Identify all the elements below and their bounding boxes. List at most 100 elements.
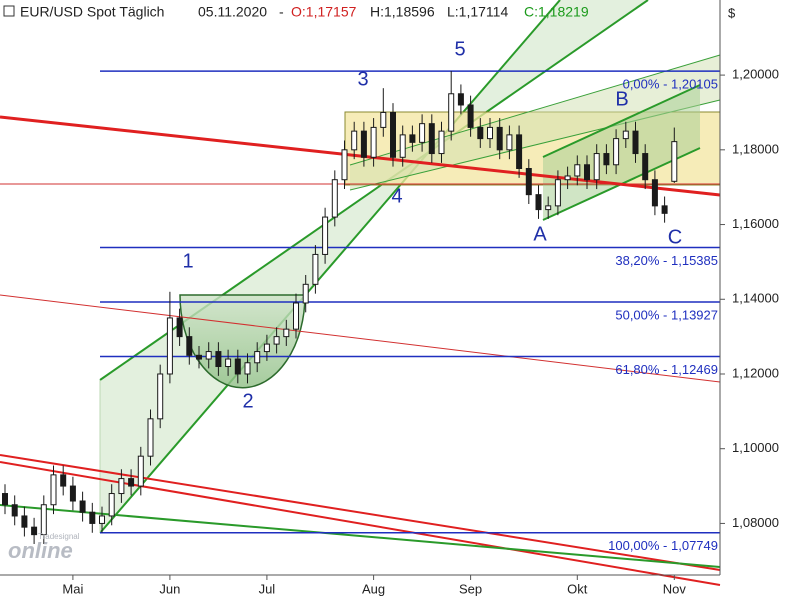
candle-body [622,130,629,140]
fib-label: 100,00% - 1,07749 [608,538,718,553]
candle-body [244,362,251,375]
trend-line [0,294,721,383]
trend-line [0,504,721,568]
drawings [0,0,721,586]
wave-label: 2 [242,390,253,412]
candle-body [89,511,96,524]
candle-body [302,283,309,304]
minor-channel [350,55,720,190]
candle-body [419,123,426,143]
candle-body [360,130,367,158]
candle-body [11,504,18,517]
candle-body [31,526,38,536]
trend-line [0,454,721,571]
chart-date: 05.11.2020 [198,4,267,20]
channel-line [99,0,561,534]
candle-body [283,328,290,338]
candle-body [438,130,445,155]
candle-body [535,194,542,211]
quote-open: O:1,17157 [291,4,357,20]
wave-labels: 1 2 3 4 5 A B C [182,38,682,412]
candle-body [331,179,338,218]
candle-body [128,478,135,487]
y-tick-label: 1,12000 [732,365,779,380]
candle-body [380,111,387,128]
wave-label: 3 [357,68,368,90]
candle-body [147,418,154,457]
candle-body [467,104,474,128]
fibonacci: 0,00% - 1,20105 38,20% - 1,15385 50,00% - … [100,70,720,553]
wave-label: 1 [182,250,193,272]
candle-body [613,138,620,166]
candle-body [574,164,581,177]
y-tick-label: 1,10000 [732,440,779,455]
candle-body [399,134,406,158]
candle-body [99,515,105,524]
candle-body [593,153,600,181]
candle-body [632,130,639,155]
candle-body [496,126,503,151]
candle-body [584,164,590,181]
candle-body [50,474,57,506]
watermark-small: Tradesignal [38,532,80,541]
quote-close: C:1,18219 [524,4,589,20]
candle-body [351,130,358,151]
candle-body [671,141,678,182]
header-icon [3,5,15,17]
x-tick-label: Jul [259,581,276,596]
channel-line [542,84,701,158]
candle-body [390,111,396,158]
candle-body [157,373,164,420]
wave-label: B [615,88,628,110]
candle-body [166,317,173,375]
watermark: Tradesignal online [8,532,80,563]
x-tick-label: Aug [362,581,385,596]
y-tick-label: 1,16000 [732,216,779,231]
watermark-logo: online [8,538,73,563]
candle-body [545,205,552,211]
candle-body [79,500,86,513]
wave-label: 4 [391,185,402,207]
fib-label: 61,80% - 1,12469 [615,362,718,377]
abc-channel [543,85,700,220]
x-tick-label: Okt [567,581,588,596]
candle-body [603,153,610,166]
currency: $ [728,5,736,20]
x-tick-label: Nov [663,581,687,596]
wave-label: A [533,223,547,245]
wave-label: C [668,226,682,248]
candle-body [487,126,493,140]
y-tick-label: 1,20000 [732,67,779,82]
candles [2,70,678,544]
x-tick-label: Mai [62,581,83,596]
candle-body [273,336,280,345]
channel-line [349,54,721,166]
candle-body [21,515,28,528]
candle-body [661,205,668,214]
y-tick-label: 1,08000 [732,515,779,530]
candle-body [118,478,125,495]
candle-body [254,351,261,364]
candle-body [205,351,212,360]
candle-body [564,175,571,181]
axes: 1,08000 1,10000 1,12000 1,14000 1,16000 1,180… [62,67,779,597]
candle-body [370,126,377,158]
candle-body [196,354,202,360]
candle-body [293,302,299,330]
candle-body [506,134,513,151]
x-tick-label: Jun [159,581,180,596]
candle-body [642,153,649,181]
candle-body [186,336,193,356]
candle-body [263,343,270,353]
candle-body [651,179,658,207]
candle-body [2,493,8,506]
y-tick-label: 1,18000 [732,141,779,156]
candle-body [60,474,67,487]
candle-body [137,455,144,487]
candle-body [428,123,435,155]
candle-body [176,317,183,338]
candle-body [341,149,348,181]
candle-body [409,134,416,143]
fib-label: 38,20% - 1,15385 [615,253,718,268]
